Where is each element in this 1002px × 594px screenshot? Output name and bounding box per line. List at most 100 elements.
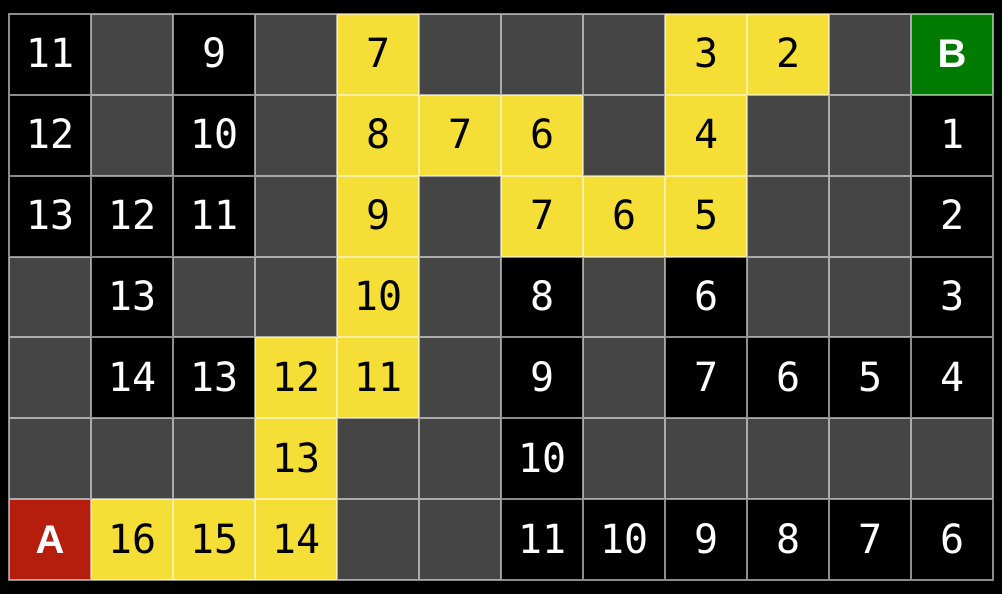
cell-label: 8 — [529, 273, 555, 320]
grid-cell[interactable]: 6 — [747, 337, 829, 419]
grid-cell[interactable] — [91, 94, 173, 176]
cell-label: 7 — [529, 193, 555, 240]
grid-cell[interactable] — [829, 256, 911, 338]
grid-cell[interactable] — [747, 418, 829, 500]
grid-cell[interactable]: 8 — [747, 499, 829, 580]
grid-cell[interactable]: 14 — [255, 499, 337, 580]
cell-label: 9 — [201, 31, 227, 78]
grid-cell[interactable]: 7 — [829, 499, 911, 580]
grid-cell[interactable] — [337, 418, 419, 500]
grid-cell[interactable] — [419, 256, 501, 338]
grid-cell[interactable]: 10 — [501, 418, 583, 500]
grid-cell[interactable] — [91, 418, 173, 500]
grid-cell[interactable] — [255, 175, 337, 257]
cell-label: 13 — [25, 193, 75, 240]
grid-cell[interactable] — [337, 499, 419, 580]
cell-label: 2 — [939, 193, 965, 240]
grid-cell[interactable]: 11 — [9, 14, 91, 95]
grid-cell[interactable] — [255, 14, 337, 95]
grid-cell[interactable]: 7 — [501, 175, 583, 257]
cell-label: 3 — [939, 273, 965, 320]
grid-cell[interactable] — [419, 418, 501, 500]
grid-cell[interactable] — [91, 14, 173, 95]
grid-cell[interactable] — [829, 94, 911, 176]
grid-cell[interactable] — [419, 337, 501, 419]
grid-cell[interactable]: 5 — [665, 175, 747, 257]
grid-cell[interactable]: 9 — [665, 499, 747, 580]
grid-cell[interactable]: 4 — [665, 94, 747, 176]
grid-cell[interactable]: 16 — [91, 499, 173, 580]
grid-cell[interactable] — [255, 94, 337, 176]
grid-cell[interactable]: 11 — [337, 337, 419, 419]
start-cell[interactable]: A — [9, 499, 91, 580]
grid-cell[interactable]: 10 — [583, 499, 665, 580]
grid-cell[interactable]: 2 — [747, 14, 829, 95]
grid-cell[interactable] — [255, 256, 337, 338]
grid-cell[interactable]: 11 — [173, 175, 255, 257]
cell-label: 11 — [353, 354, 403, 401]
cell-label: 12 — [25, 112, 75, 159]
grid-cell[interactable]: 6 — [911, 499, 993, 580]
grid-cell[interactable]: 6 — [501, 94, 583, 176]
grid-cell[interactable]: 10 — [337, 256, 419, 338]
grid-cell[interactable]: 3 — [665, 14, 747, 95]
grid-cell[interactable] — [501, 14, 583, 95]
goal-cell[interactable]: B — [911, 14, 993, 95]
grid-cell[interactable]: 12 — [91, 175, 173, 257]
grid-cell[interactable]: 4 — [911, 337, 993, 419]
grid-cell[interactable] — [9, 256, 91, 338]
grid-cell[interactable]: 14 — [91, 337, 173, 419]
grid-cell[interactable] — [9, 337, 91, 419]
grid-cell[interactable]: 5 — [829, 337, 911, 419]
grid-cell[interactable]: 13 — [91, 256, 173, 338]
grid-cell[interactable]: 8 — [337, 94, 419, 176]
cell-label: 6 — [611, 193, 637, 240]
grid-cell[interactable] — [583, 14, 665, 95]
grid-cell[interactable]: 12 — [9, 94, 91, 176]
grid-cell[interactable] — [419, 175, 501, 257]
cell-label: 6 — [939, 516, 965, 563]
grid-cell[interactable]: 9 — [501, 337, 583, 419]
grid-cell[interactable]: 7 — [419, 94, 501, 176]
grid-cell[interactable]: 9 — [337, 175, 419, 257]
grid-cell[interactable]: 11 — [501, 499, 583, 580]
grid-cell[interactable]: 13 — [9, 175, 91, 257]
grid-cell[interactable] — [583, 418, 665, 500]
cell-label: 7 — [365, 31, 391, 78]
cell-label: 7 — [447, 112, 473, 159]
cell-label: 14 — [271, 516, 321, 563]
cell-label: 16 — [107, 516, 157, 563]
grid-cell[interactable]: 3 — [911, 256, 993, 338]
grid-cell[interactable] — [747, 175, 829, 257]
grid-cell[interactable]: 13 — [255, 418, 337, 500]
grid-cell[interactable] — [829, 175, 911, 257]
grid-cell[interactable] — [747, 94, 829, 176]
grid-cell[interactable] — [747, 256, 829, 338]
cell-label: 8 — [365, 112, 391, 159]
grid-cell[interactable]: 9 — [173, 14, 255, 95]
grid-cell[interactable] — [911, 418, 993, 500]
grid-cell[interactable]: 12 — [255, 337, 337, 419]
grid-cell[interactable] — [583, 94, 665, 176]
grid-cell[interactable]: 10 — [173, 94, 255, 176]
grid-cell[interactable] — [9, 418, 91, 500]
grid-cell[interactable]: 6 — [665, 256, 747, 338]
grid-cell[interactable]: 8 — [501, 256, 583, 338]
grid-cell[interactable] — [419, 14, 501, 95]
grid-cell[interactable]: 2 — [911, 175, 993, 257]
grid-cell[interactable] — [665, 418, 747, 500]
grid-cell[interactable]: 13 — [173, 337, 255, 419]
grid-cell[interactable]: 15 — [173, 499, 255, 580]
grid-cell[interactable]: 7 — [337, 14, 419, 95]
grid-cell[interactable] — [829, 418, 911, 500]
grid-cell[interactable] — [173, 418, 255, 500]
grid-cell[interactable] — [829, 14, 911, 95]
grid-cell[interactable]: 1 — [911, 94, 993, 176]
grid-cell[interactable]: 6 — [583, 175, 665, 257]
grid-cell[interactable] — [583, 337, 665, 419]
grid-cell[interactable] — [419, 499, 501, 580]
cell-label: 8 — [775, 516, 801, 563]
grid-cell[interactable]: 7 — [665, 337, 747, 419]
grid-cell[interactable] — [173, 256, 255, 338]
grid-cell[interactable] — [583, 256, 665, 338]
